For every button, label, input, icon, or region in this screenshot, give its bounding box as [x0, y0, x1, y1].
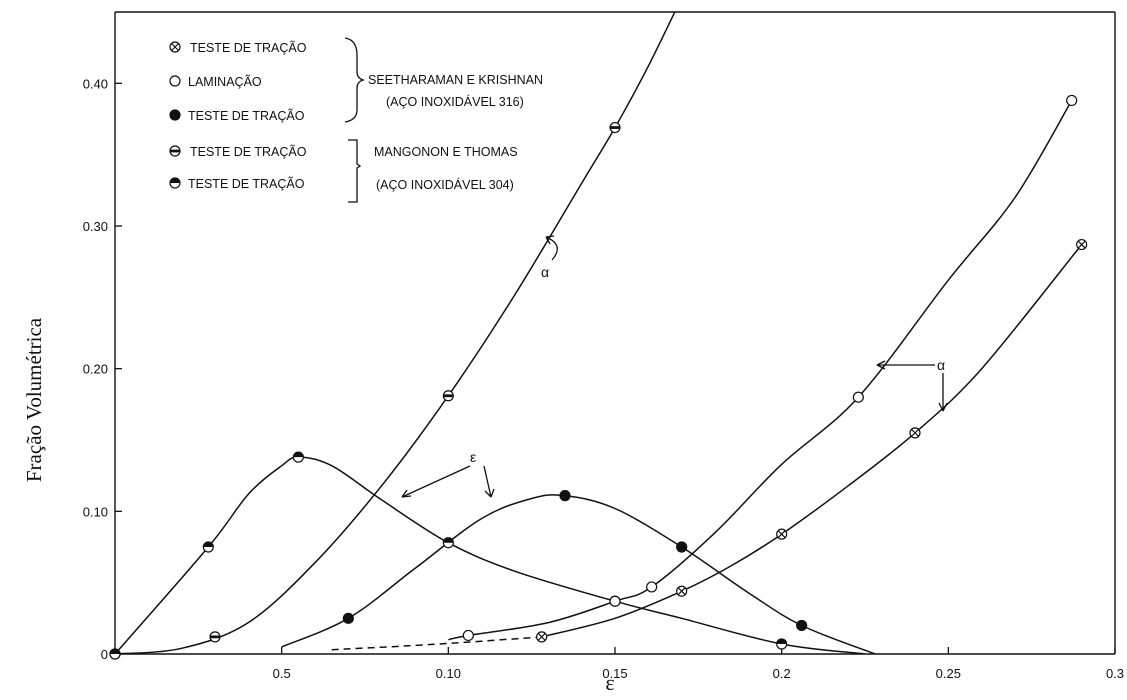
epsilon-arrow-right-head [484, 488, 495, 498]
alpha-arrow-2-head [876, 360, 886, 370]
epsilon-arrow-right [483, 465, 492, 498]
legend-marker-0 [169, 41, 181, 53]
series-1-point-0 [109, 648, 121, 660]
legend-marker-2 [169, 109, 181, 121]
x-tick-label-4: 0.25 [936, 666, 961, 681]
legend-group-2-line-1: MANGONON E THOMAS [374, 145, 518, 159]
series-1-point-2 [292, 451, 304, 463]
series-2-point-1 [559, 490, 571, 502]
y-tick-label-4: 0.40 [83, 76, 108, 91]
legend-marker-3 [169, 145, 181, 157]
epsilon-arrow-left-head [401, 489, 412, 498]
y-tick-label-3: 0.30 [83, 219, 108, 234]
series-1-point-5 [776, 638, 788, 650]
ticks-layer: 0.5 0.10 0.15 0.2 0.25 0.300.100.200.300.40 [83, 76, 1124, 681]
series-2-point-0 [342, 612, 354, 624]
alpha-arrow-3-head [938, 402, 948, 412]
series-4-point-0 [536, 631, 548, 643]
series-4-point-1 [676, 585, 688, 597]
legend-label-3: TESTE DE TRAÇÃO [190, 145, 307, 159]
legend-brace-2 [348, 139, 362, 203]
y-tick-label-2: 0.20 [83, 362, 108, 377]
series-0-point-2 [442, 390, 454, 402]
series-2-point-3 [796, 619, 808, 632]
legend-brace-1 [344, 37, 366, 123]
alpha-arrow-1-head [545, 235, 555, 245]
series-2-line [281, 494, 876, 654]
x-tick-label-2: 0.15 [602, 666, 627, 681]
series-4-point-3 [909, 427, 921, 439]
legend-group-2-line-2: (AÇO INOXIDÁVEL 304) [376, 177, 514, 192]
alpha-arrow-1 [545, 236, 558, 261]
x-tick-label-5: 0.3 [1106, 666, 1124, 681]
series-3-point-1 [609, 595, 621, 607]
series-3-line [448, 100, 1073, 641]
legend-marker-4 [169, 177, 181, 189]
series-3-point-2 [646, 581, 658, 593]
legend-marker-1 [169, 75, 181, 87]
alpha-label-2: α [937, 357, 945, 373]
y-tick-label-1: 0.10 [83, 504, 108, 519]
legend-group-1-line-1: SEETHARAMAN E KRISHNAN [368, 73, 543, 87]
series-2-point-2 [676, 541, 688, 553]
curves-layer [115, 12, 1083, 654]
series-0-point-1 [209, 631, 221, 643]
series-4-point-2 [776, 528, 788, 540]
series-0-point-3 [609, 121, 621, 134]
series-1-line [115, 456, 866, 654]
alpha-label-1: α [541, 264, 549, 280]
epsilon-arrow-left [401, 465, 471, 498]
points-layer [109, 94, 1088, 660]
annotations: α ε α [401, 235, 948, 498]
y-tick-label-0: 0 [101, 647, 108, 662]
series-3-point-0 [462, 629, 474, 642]
series-1-point-1 [202, 541, 214, 553]
y-axis-label: Fração Volumétrica [22, 317, 46, 482]
legend-label-0: TESTE DE TRAÇÃO [190, 41, 307, 55]
series-5-line [331, 636, 542, 651]
x-tick-label-0: 0.5 [273, 666, 291, 681]
legend-label-1: LAMINAÇÃO [188, 75, 262, 89]
legend-group-1-line-2: (AÇO INOXIDÁVEL 316) [386, 94, 524, 109]
x-axis-label: ε [605, 670, 614, 695]
legend-label-2: TESTE DE TRAÇÃO [188, 109, 305, 123]
x-tick-label-1: 0.10 [436, 666, 461, 681]
series-4-line [541, 244, 1083, 638]
series-3-point-4 [1066, 94, 1078, 107]
series-1-point-3 [442, 537, 454, 549]
series-4-point-4 [1076, 238, 1088, 251]
series-3-point-3 [852, 391, 864, 403]
legend-markers [169, 41, 181, 189]
legend-label-4: TESTE DE TRAÇÃO [188, 177, 305, 191]
epsilon-label: ε [470, 449, 476, 465]
legend: TESTE DE TRAÇÃO LAMINAÇÃO TESTE DE TRAÇÃ… [160, 30, 543, 210]
x-tick-label-3: 0.2 [773, 666, 791, 681]
